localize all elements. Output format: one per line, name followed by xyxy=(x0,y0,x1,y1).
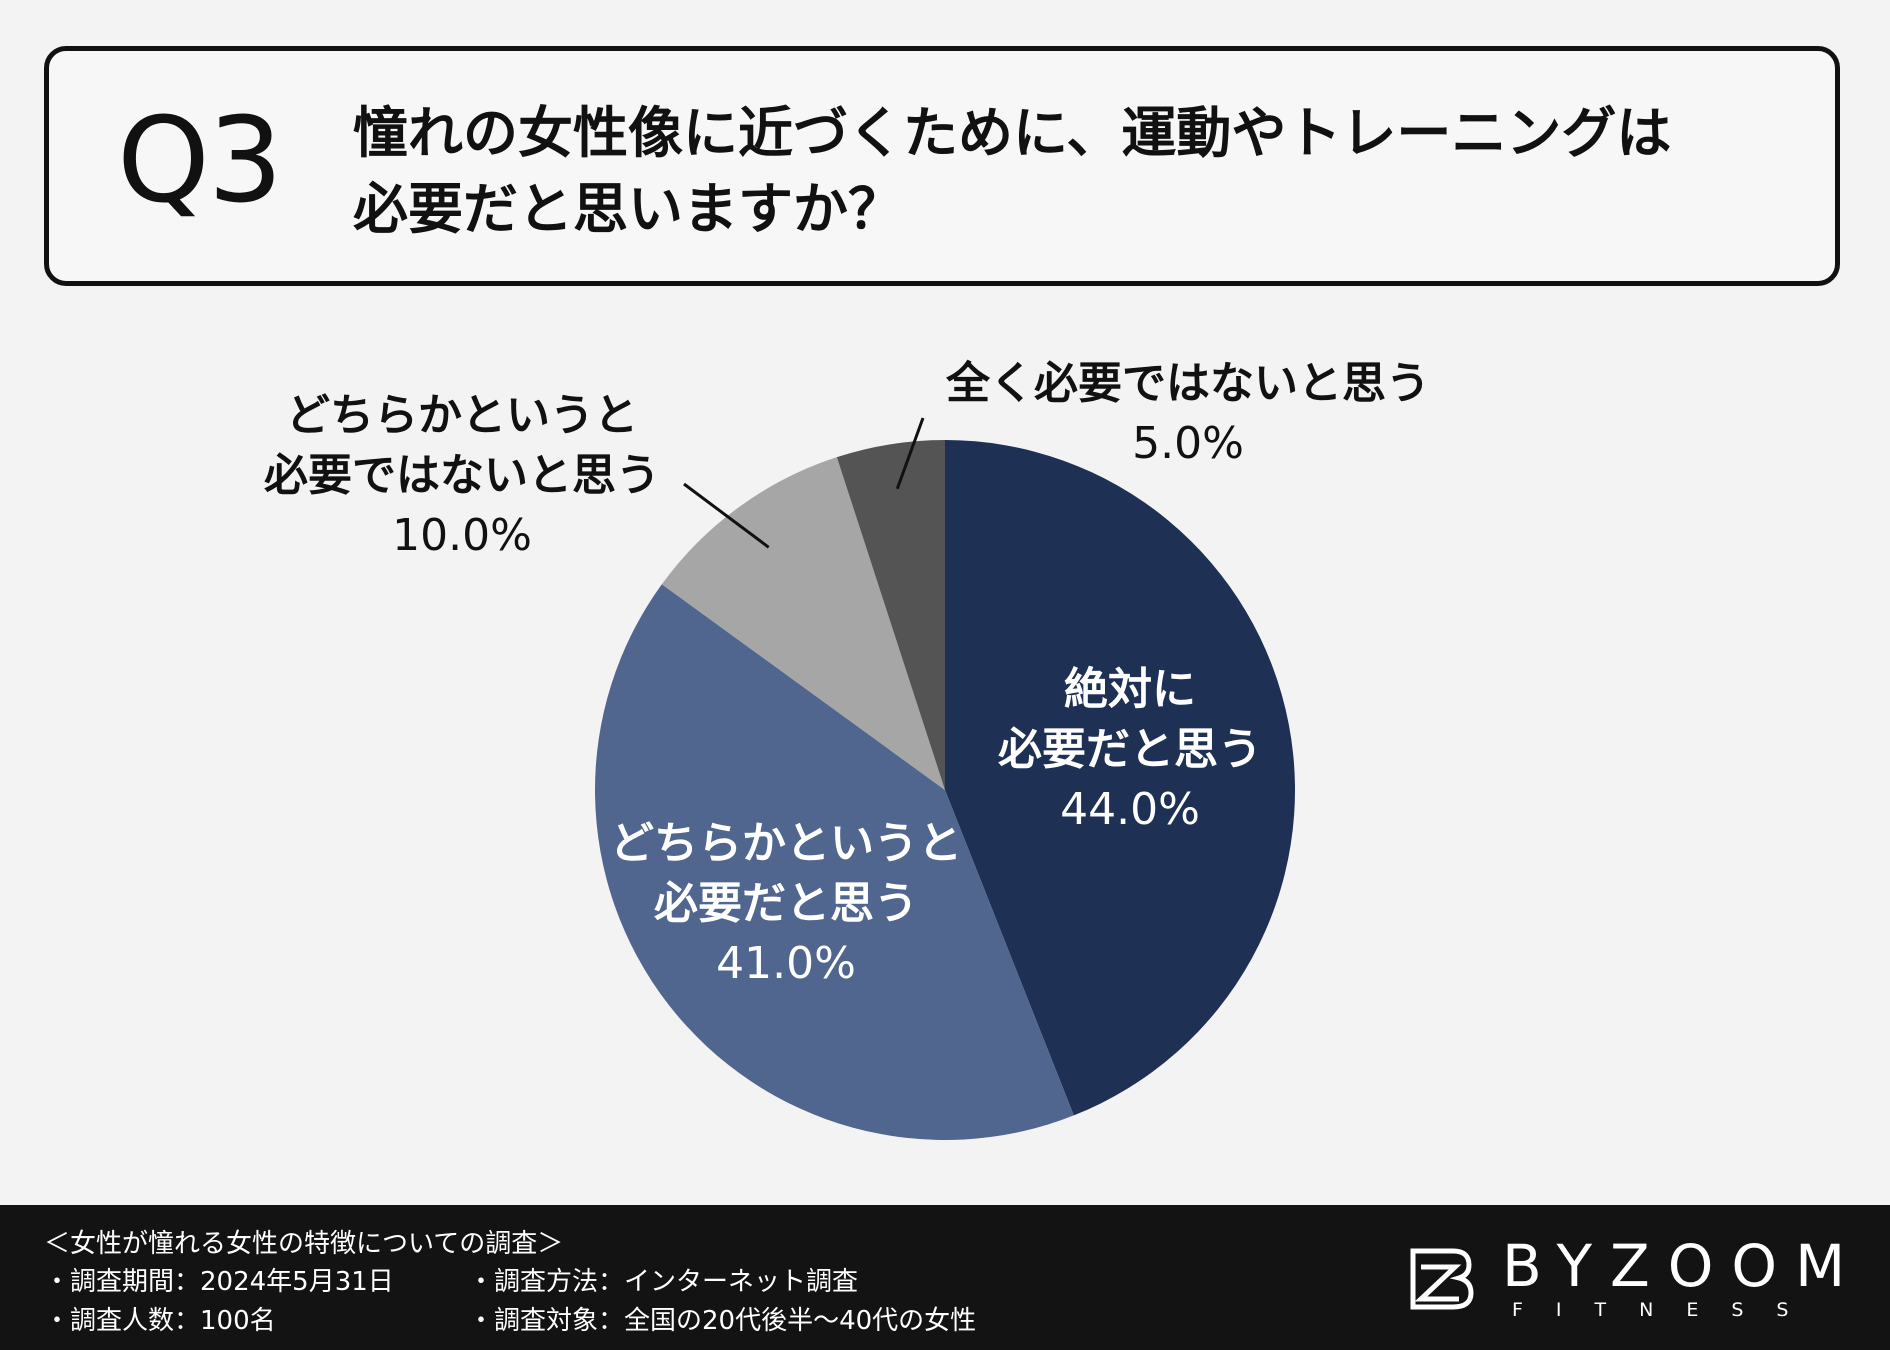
brand-subtitle: FITNESS xyxy=(1512,1299,1822,1321)
slice-label-line: 必要だと思う xyxy=(998,724,1262,775)
pie-slices xyxy=(595,440,1295,1140)
question-line-2: 必要だと思いますか？ xyxy=(353,177,904,241)
slice-value-label: 44.0% xyxy=(1060,784,1200,835)
question-text: 憧れの女性像に近づくために、運動やトレーニングは 必要だと思いますか？ xyxy=(353,95,1793,247)
byzoom-logo-icon xyxy=(1410,1248,1474,1310)
pie-chart xyxy=(595,417,1295,1140)
question-number: Q3 xyxy=(117,91,283,229)
slice-label-line: 必要だと思う xyxy=(654,878,918,929)
slice-label-somewhat-unnecessary: どちらかというと 必要ではないと思う 10.0% xyxy=(222,386,702,566)
leader-line-not-necessary-at-all xyxy=(895,417,925,490)
slice-value-label: 10.0% xyxy=(392,510,532,561)
slice-label-line: どちらかというと xyxy=(610,818,962,869)
slice-label-line: 全く必要ではないと思う xyxy=(946,358,1430,409)
pie-slice-not-necessary-at-all xyxy=(836,440,945,790)
pie-slice-absolutely-necessary xyxy=(945,440,1295,1116)
slice-label-absolutely-necessary: 絶対に 必要だと思う 44.0% xyxy=(980,660,1280,840)
slice-label-somewhat-necessary: どちらかというと 必要だと思う 41.0% xyxy=(586,814,986,994)
question-line-1: 憧れの女性像に近づくために、運動やトレーニングは xyxy=(353,101,1672,165)
slice-value-label: 41.0% xyxy=(716,938,856,989)
leader-lines xyxy=(683,417,925,549)
slice-label-line: 必要ではないと思う xyxy=(264,450,660,501)
survey-period: ・調査期間：2024年5月31日 xyxy=(44,1267,394,1297)
pie-slice-somewhat-unnecessary xyxy=(661,457,945,790)
survey-method: ・調査方法：インターネット調査 xyxy=(468,1267,859,1297)
leader-line-somewhat-unnecessary xyxy=(683,482,770,549)
question-box: Q3 憧れの女性像に近づくために、運動やトレーニングは 必要だと思いますか？ xyxy=(44,46,1840,286)
slice-label-line: 絶対に xyxy=(1064,664,1196,715)
footer: ＜女性が憧れる女性の特徴についての調査＞ ・調査期間：2024年5月31日 ・調… xyxy=(0,1205,1890,1350)
survey-count: ・調査人数：100名 xyxy=(44,1306,276,1336)
survey-title: ＜女性が憧れる女性の特徴についての調査＞ xyxy=(44,1229,564,1259)
slice-value-label: 5.0% xyxy=(1132,418,1244,469)
slice-label-line: どちらかというと xyxy=(286,390,638,441)
slice-label-not-necessary-at-all: 全く必要ではないと思う 5.0% xyxy=(908,354,1468,474)
survey-target: ・調査対象：全国の20代後半〜40代の女性 xyxy=(468,1306,977,1336)
brand-name: BYZOOM xyxy=(1502,1232,1864,1300)
pie-slice-somewhat-necessary xyxy=(595,584,1074,1140)
